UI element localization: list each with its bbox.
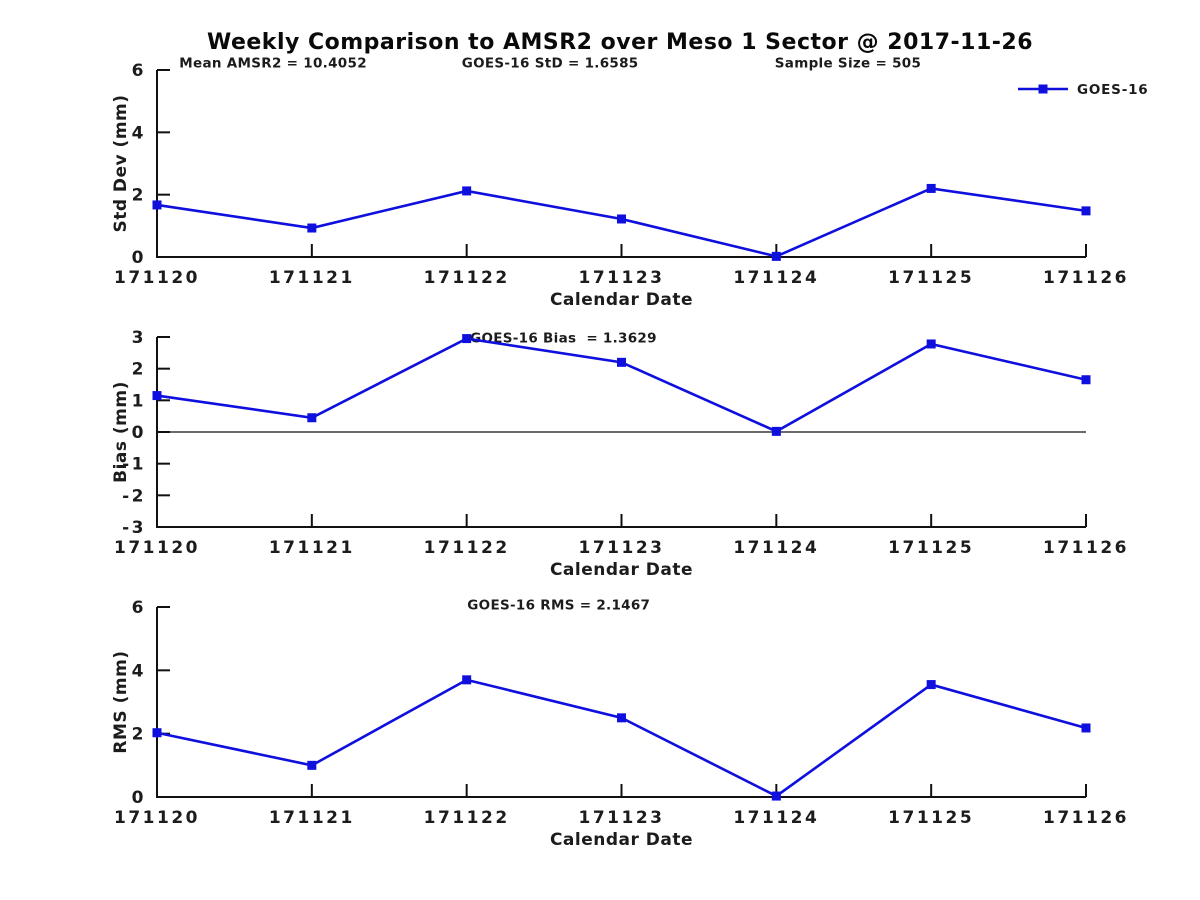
chart-panel-std-dev: 0 2 4 6 171120 171121 171122 171123 171124 171125… bbox=[111, 56, 1149, 311]
y-tick-label: 4 bbox=[132, 661, 146, 681]
chart-panel-rms: 0 2 4 6 171120 171121 171122 171123 171124 171125… bbox=[111, 598, 1129, 851]
x-tick-label: 171124 bbox=[733, 538, 819, 558]
data-point-marker bbox=[152, 391, 162, 401]
y-tick-label: 2 bbox=[132, 725, 146, 745]
data-point-marker bbox=[771, 251, 781, 261]
y-tick-label: -2 bbox=[122, 486, 146, 506]
x-tick-label: 171121 bbox=[269, 538, 355, 558]
y-tick-label: 2 bbox=[132, 186, 146, 206]
y-tick-label: 1 bbox=[132, 391, 146, 411]
y-tick-label: -3 bbox=[122, 518, 146, 538]
data-point-marker bbox=[617, 214, 626, 224]
data-point-marker bbox=[1081, 206, 1091, 216]
data-point-marker bbox=[307, 413, 317, 423]
x-tick-label: 171124 bbox=[733, 808, 819, 828]
x-tick-label: 171121 bbox=[269, 268, 355, 288]
x-tick-label: 171126 bbox=[1043, 538, 1129, 558]
data-point-marker bbox=[152, 728, 162, 738]
y-tick-label: -1 bbox=[122, 455, 146, 475]
y-tick-label: 2 bbox=[132, 360, 146, 380]
series-line-goes-16 bbox=[156, 678, 1087, 798]
y-tick-label: 6 bbox=[132, 61, 146, 81]
legend: GOES-16 bbox=[1018, 82, 1149, 98]
data-point-marker bbox=[771, 791, 781, 801]
data-point-marker bbox=[152, 200, 162, 210]
annotation-text: GOES-16 StD = 1.6585 bbox=[462, 56, 639, 72]
data-point-marker bbox=[617, 713, 626, 723]
x-tick-label: 171120 bbox=[114, 808, 200, 828]
x-tick-label: 171123 bbox=[579, 538, 665, 558]
x-tick-label: 171125 bbox=[888, 538, 974, 558]
x-axis-label: Calendar Date bbox=[550, 830, 693, 850]
x-tick-label: 171123 bbox=[579, 808, 665, 828]
y-tick-label: 6 bbox=[132, 598, 146, 618]
x-tick-label: 171120 bbox=[114, 268, 200, 288]
x-tick-label: 171121 bbox=[269, 808, 355, 828]
data-point-marker bbox=[307, 223, 317, 233]
data-point-marker bbox=[1081, 723, 1091, 733]
data-point-marker bbox=[926, 339, 936, 349]
series-line-goes-16 bbox=[156, 337, 1087, 433]
x-tick-label: 171126 bbox=[1043, 808, 1129, 828]
chart-panel-bias: -3 -2 -1 0 1 2 3 171120 171121 171122 171123 171124… bbox=[111, 328, 1129, 580]
x-tick-label: 171122 bbox=[424, 538, 510, 558]
data-point-marker bbox=[307, 760, 317, 770]
y-axis-label: RMS (mm) bbox=[111, 650, 131, 753]
figure-title: Weekly Comparison to AMSR2 over Meso 1 S… bbox=[206, 30, 1034, 55]
x-tick-label: 171122 bbox=[424, 268, 510, 288]
x-axis-label: Calendar Date bbox=[550, 290, 693, 310]
data-point-marker bbox=[926, 680, 936, 690]
x-tick-label: 171125 bbox=[888, 808, 974, 828]
y-axis-label: Std Dev (mm) bbox=[111, 94, 131, 232]
annotation-text: Sample Size = 505 bbox=[775, 56, 921, 72]
y-tick-label: 0 bbox=[132, 788, 146, 808]
annotation-text: GOES-16 RMS = 2.1467 bbox=[467, 598, 650, 614]
legend-marker-icon bbox=[1038, 84, 1048, 94]
data-point-marker bbox=[462, 334, 472, 344]
y-tick-label: 0 bbox=[132, 423, 146, 443]
data-point-marker bbox=[462, 675, 472, 685]
x-tick-label: 171123 bbox=[579, 268, 665, 288]
x-tick-label: 171125 bbox=[888, 268, 974, 288]
y-tick-label: 4 bbox=[132, 123, 146, 143]
x-tick-label: 171122 bbox=[424, 808, 510, 828]
annotation-text: Mean AMSR2 = 10.4052 bbox=[179, 56, 367, 72]
x-tick-label: 171124 bbox=[733, 268, 819, 288]
data-point-marker bbox=[617, 357, 626, 367]
x-axis-label: Calendar Date bbox=[550, 560, 693, 580]
data-point-marker bbox=[1081, 375, 1091, 385]
y-tick-label: 0 bbox=[132, 248, 146, 268]
x-tick-label: 171120 bbox=[114, 538, 200, 558]
x-tick-label: 171126 bbox=[1043, 268, 1129, 288]
y-tick-label: 3 bbox=[132, 328, 146, 348]
data-point-marker bbox=[462, 186, 472, 196]
legend-label: GOES-16 bbox=[1077, 82, 1149, 98]
y-axis-label: Bias (mm) bbox=[111, 381, 131, 483]
annotation-text: GOES-16 Bias = 1.3629 bbox=[470, 331, 657, 347]
data-point-marker bbox=[926, 183, 936, 193]
data-point-marker bbox=[771, 426, 781, 436]
